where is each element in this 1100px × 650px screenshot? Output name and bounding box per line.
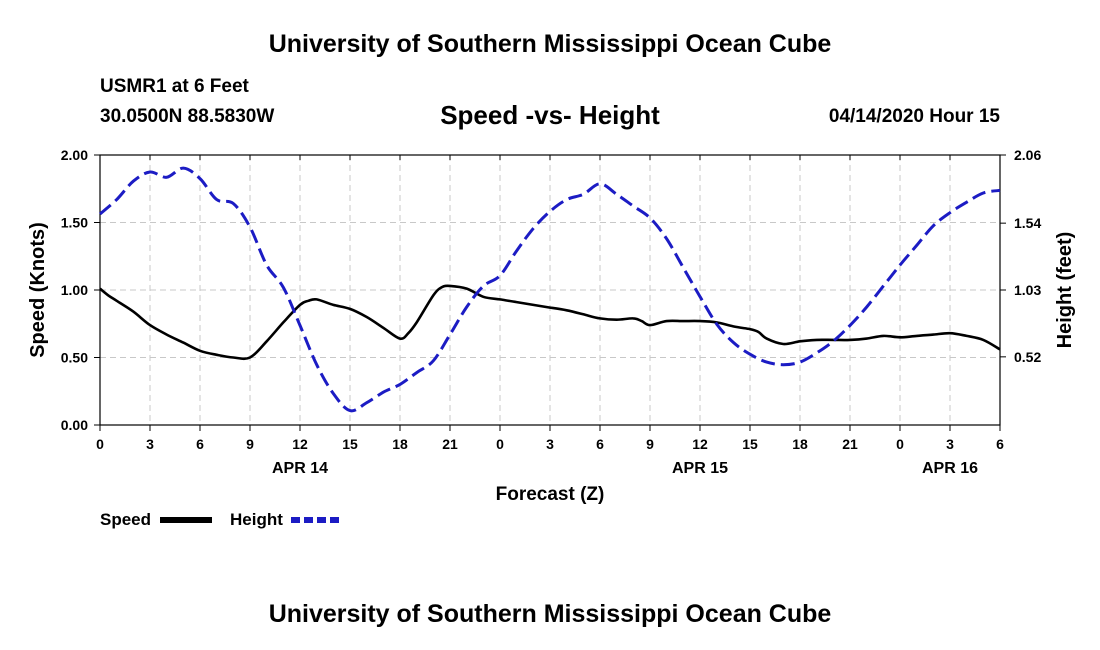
station-coordinates: 30.0500N 88.5830W — [100, 106, 275, 127]
y-tick-label-right: 1.03 — [1014, 282, 1041, 298]
x-tick-label: 21 — [842, 436, 858, 452]
x-tick-label: 18 — [792, 436, 808, 452]
axes: 0 3 6 9 12 15 18 21 0 3 6 9 12 15 18 21 0 3 6 APR 14 APR 15 A… — [61, 147, 1042, 477]
legend: Speed Height — [100, 510, 343, 529]
y-tick-label-left: 1.00 — [61, 282, 88, 298]
date-label: APR 14 — [272, 460, 328, 477]
legend-label-speed: Speed — [100, 510, 151, 529]
y-tick-label-right: 2.06 — [1014, 147, 1041, 163]
y-tick-label-left: 0.00 — [61, 417, 88, 433]
grid — [100, 155, 1000, 425]
x-tick-label: 3 — [546, 436, 554, 452]
x-tick-label: 9 — [246, 436, 254, 452]
y-tick-label-right: 1.54 — [1014, 215, 1041, 231]
x-tick-label: 0 — [496, 436, 504, 452]
page-title: University of Southern Mississippi Ocean… — [268, 30, 832, 58]
x-tick-label: 12 — [292, 436, 308, 452]
x-tick-label: 15 — [742, 436, 758, 452]
y-tick-label-left: 0.50 — [61, 350, 88, 366]
x-axis-label: Forecast (Z) — [496, 484, 605, 505]
x-tick-label: 9 — [646, 436, 654, 452]
series-line-speed — [99, 284, 1001, 361]
footer-title: University of Southern Mississippi Ocean… — [268, 600, 832, 628]
forecast-datetime: 04/14/2020 Hour 15 — [828, 106, 1000, 127]
series — [99, 166, 1001, 413]
station-label: USMR1 at 6 Feet — [100, 76, 249, 97]
x-tick-label: 3 — [946, 436, 954, 452]
x-tick-label: 21 — [442, 436, 458, 452]
x-tick-label: 6 — [196, 436, 204, 452]
y-axis-label-left: Speed (Knots) — [27, 222, 49, 358]
x-tick-label: 0 — [896, 436, 904, 452]
date-label: APR 15 — [672, 460, 728, 477]
x-tick-label: 18 — [392, 436, 408, 452]
x-tick-label: 12 — [692, 436, 708, 452]
legend-label-height: Height — [230, 510, 283, 529]
x-tick-label: 6 — [996, 436, 1004, 452]
x-tick-label: 0 — [96, 436, 104, 452]
x-tick-label: 3 — [146, 436, 154, 452]
x-tick-label: 15 — [342, 436, 358, 452]
y-tick-label-left: 2.00 — [61, 147, 88, 163]
chart-subtitle: Speed -vs- Height — [440, 100, 660, 130]
y-tick-label-right: 0.52 — [1014, 349, 1041, 365]
x-tick-label: 6 — [596, 436, 604, 452]
series-line-height — [99, 166, 1001, 413]
y-tick-label-left: 1.50 — [61, 215, 88, 231]
date-label: APR 16 — [922, 460, 978, 477]
y-axis-label-right: Height (feet) — [1054, 232, 1076, 349]
